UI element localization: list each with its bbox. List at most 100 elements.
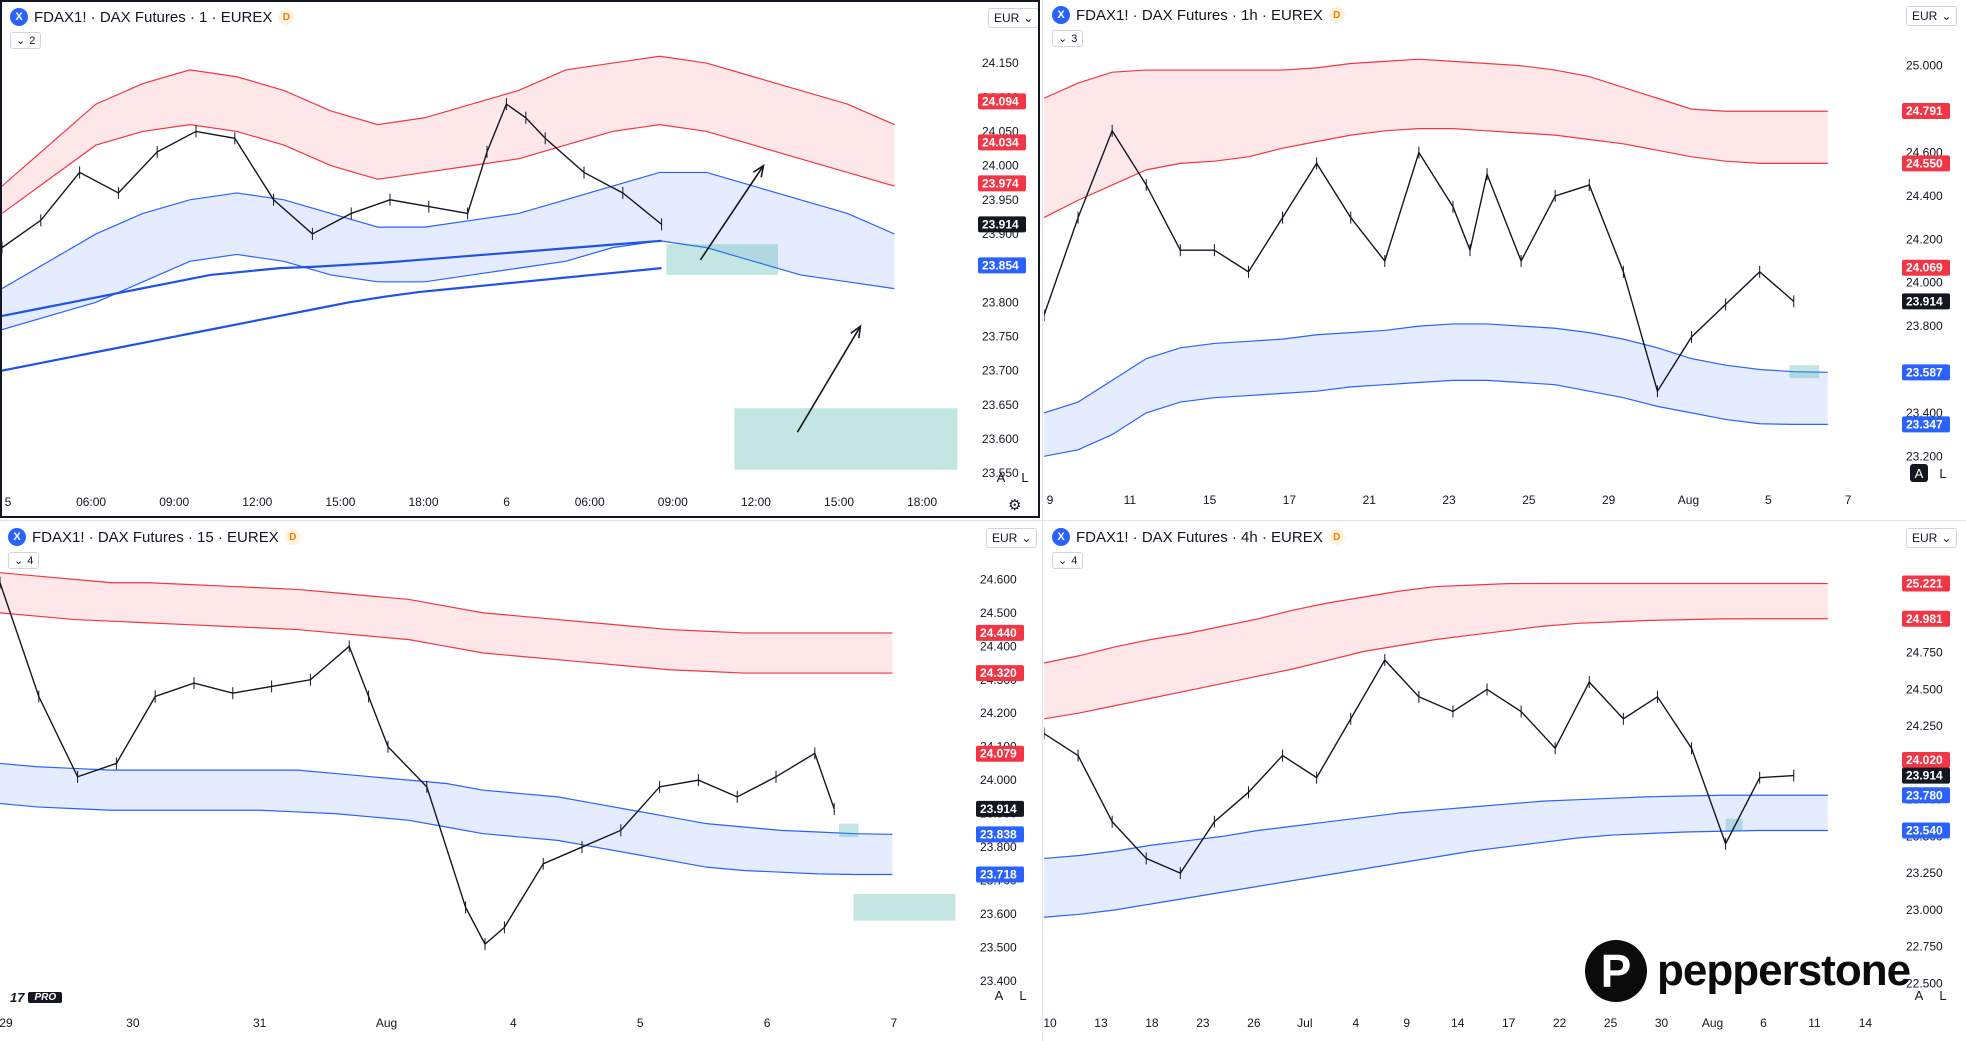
x-tick-label: 30 bbox=[126, 1016, 140, 1030]
red-band-upper bbox=[0, 572, 893, 634]
y-tick-label: 24.400 bbox=[980, 639, 1017, 653]
currency-selector[interactable]: EUR ⌄ bbox=[986, 528, 1038, 548]
chart-pane-15m[interactable]: 24.60024.50024.40024.30024.20024.10024.0… bbox=[0, 522, 1040, 1041]
indicator-toggle[interactable]: ⌄ 4 bbox=[8, 552, 40, 569]
currency-label: EUR bbox=[1912, 9, 1938, 23]
chart-canvas[interactable]: 25.00024.75024.50024.25024.00023.75023.5… bbox=[1044, 522, 1966, 1041]
red-band-lower bbox=[2, 123, 895, 214]
symbol-header[interactable]: X FDAX1! · DAX Futures · 4h · EUREX D bbox=[1052, 528, 1345, 546]
chart-canvas[interactable]: 24.60024.50024.40024.30024.20024.10024.0… bbox=[0, 522, 1040, 1041]
chart-canvas[interactable]: 25.00024.80024.60024.40024.20024.00023.8… bbox=[1044, 0, 1966, 518]
currency-selector[interactable]: EUR ⌄ bbox=[1906, 6, 1958, 26]
auto-scale-button[interactable]: A bbox=[1910, 464, 1928, 482]
auto-scale-button[interactable]: A bbox=[1914, 987, 1924, 1003]
y-tick-label: 23.600 bbox=[980, 907, 1017, 921]
auto-scale-button[interactable]: A bbox=[996, 469, 1006, 485]
indicator-count: 2 bbox=[29, 34, 36, 47]
price-label-bg bbox=[1902, 155, 1950, 172]
x-tick-label: 22 bbox=[1553, 1016, 1567, 1030]
indicator-toggle[interactable]: ⌄ 4 bbox=[1052, 552, 1084, 569]
demand-zone bbox=[1725, 818, 1743, 831]
chart-canvas[interactable]: 24.15024.10024.05024.00023.95023.90023.8… bbox=[2, 2, 1040, 518]
indicator-toggle[interactable]: ⌄ 2 bbox=[10, 32, 42, 49]
log-scale-button[interactable]: L bbox=[1939, 987, 1947, 1003]
x-tick-label: 7 bbox=[891, 1016, 898, 1030]
y-tick-label: 24.500 bbox=[980, 606, 1017, 620]
price-label-bg bbox=[976, 826, 1024, 843]
symbol-header[interactable]: X FDAX1! · DAX Futures · 1h · EUREX D bbox=[1052, 6, 1345, 24]
y-tick-label: 23.800 bbox=[980, 840, 1017, 854]
y-tick-label: 24.200 bbox=[1906, 232, 1943, 246]
chart-pane-1h[interactable]: 25.00024.80024.60024.40024.20024.00023.8… bbox=[1044, 0, 1966, 518]
horizontal-divider[interactable] bbox=[0, 520, 1966, 521]
currency-selector[interactable]: EUR ⌄ bbox=[988, 8, 1038, 28]
x-tick-label: 18 bbox=[1145, 1016, 1159, 1030]
y-tick-label: 25.000 bbox=[1906, 59, 1943, 73]
indicator-toggle[interactable]: ⌄ 3 bbox=[1052, 30, 1084, 47]
x-tick-label: 25 bbox=[1522, 493, 1536, 507]
price-label: 24.981 bbox=[1906, 612, 1943, 626]
x-tick-label: 29 bbox=[1602, 493, 1616, 507]
price-label-bg bbox=[978, 175, 1026, 192]
x-tick-label: 18:00 bbox=[409, 495, 439, 509]
chevron-down-icon: ⌄ bbox=[1058, 33, 1068, 45]
log-scale-button[interactable]: L bbox=[1019, 987, 1027, 1003]
chevron-down-icon: ⌄ bbox=[1023, 11, 1034, 25]
gear-icon[interactable]: ⚙ bbox=[1008, 497, 1022, 514]
log-scale-button[interactable]: L bbox=[1021, 469, 1029, 485]
symbol-header[interactable]: X FDAX1! · DAX Futures · 1 · EUREX D bbox=[10, 8, 295, 26]
log-scale-button[interactable]: L bbox=[1939, 465, 1947, 481]
trend-arrow-head bbox=[850, 324, 862, 339]
currency-selector[interactable]: EUR ⌄ bbox=[1906, 528, 1958, 548]
x-tick-label: 11 bbox=[1124, 493, 1137, 507]
x-tick-label: Aug bbox=[1678, 493, 1699, 507]
price-label: 23.587 bbox=[1906, 365, 1943, 379]
vwap2-line bbox=[2, 267, 662, 372]
price-label: 23.838 bbox=[980, 827, 1017, 841]
x-tick-label: 21 bbox=[1363, 493, 1377, 507]
tradingview-logo: 17 PRO bbox=[10, 990, 63, 1005]
eurex-x-icon: X bbox=[1052, 528, 1070, 546]
y-tick-label: 23.400 bbox=[1906, 406, 1943, 420]
price-label: 24.079 bbox=[980, 747, 1017, 761]
price-label: 23.854 bbox=[982, 258, 1019, 272]
symbol-header[interactable]: X FDAX1! · DAX Futures · 15 · EUREX D bbox=[8, 528, 301, 546]
x-tick-label: 14 bbox=[1451, 1016, 1465, 1030]
eurex-x-icon: X bbox=[10, 8, 28, 26]
x-tick-label: 31 bbox=[253, 1016, 267, 1030]
demand-zone bbox=[734, 408, 958, 470]
x-tick-label: Aug bbox=[376, 1016, 397, 1030]
x-tick-label: 17 bbox=[1502, 1016, 1516, 1030]
y-tick-label: 24.000 bbox=[1906, 276, 1943, 290]
price-label-bg bbox=[1902, 822, 1950, 839]
y-tick-label: 23.550 bbox=[982, 466, 1019, 480]
price-label-bg bbox=[1902, 293, 1950, 310]
trend-arrow bbox=[699, 165, 765, 261]
price-line bbox=[1044, 129, 1795, 393]
chevron-down-icon: ⌄ bbox=[1058, 555, 1068, 567]
blue-band-fill bbox=[0, 763, 893, 875]
y-tick-label: 23.600 bbox=[982, 432, 1019, 446]
blue-band-upper bbox=[1044, 323, 1828, 414]
pro-badge: PRO bbox=[28, 992, 63, 1003]
x-tick-label: 06:00 bbox=[76, 495, 106, 509]
price-label: 24.440 bbox=[980, 626, 1017, 640]
x-tick-label: 13 bbox=[1094, 1016, 1108, 1030]
chart-pane-4h[interactable]: 25.00024.75024.50024.25024.00023.75023.5… bbox=[1044, 522, 1966, 1041]
x-tick-label: 4 bbox=[510, 1016, 517, 1030]
blue-band-upper bbox=[0, 762, 893, 835]
price-label: 24.550 bbox=[1906, 156, 1943, 170]
price-label-bg bbox=[1902, 416, 1950, 433]
indicator-count: 3 bbox=[1071, 32, 1078, 45]
currency-label: EUR bbox=[994, 11, 1020, 25]
auto-scale-button[interactable]: A bbox=[994, 987, 1004, 1003]
y-tick-label: 24.000 bbox=[980, 773, 1017, 787]
x-tick-label: 5 bbox=[1765, 493, 1772, 507]
chart-pane-1m[interactable]: 24.15024.10024.05024.00023.95023.90023.8… bbox=[0, 0, 1040, 518]
y-tick-label: 23.400 bbox=[980, 974, 1017, 988]
x-tick-label: 5 bbox=[637, 1016, 644, 1030]
